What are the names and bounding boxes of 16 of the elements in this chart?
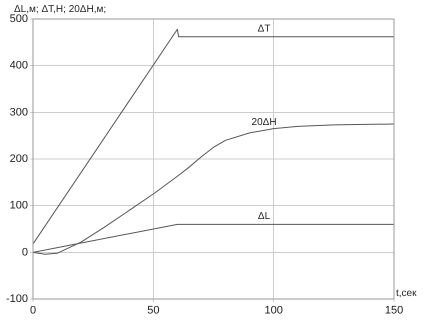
series-label: ΔL (258, 211, 271, 222)
y-tick-label: 500 (10, 13, 28, 26)
x-tick-label: 0 (30, 304, 36, 317)
y-tick-label: 100 (10, 200, 28, 212)
y-tick-label: -100 (6, 293, 28, 306)
y-tick-label: 0 (22, 246, 28, 258)
series-label: 20ΔН (252, 117, 277, 128)
series-label: ΔT (258, 23, 270, 34)
y-tick-label: 300 (10, 106, 28, 118)
x-tick-label: 100 (264, 304, 283, 317)
y-tick-label: 200 (10, 153, 28, 166)
y-axis-title: ΔL,м; ΔT,Н; 20ΔН,м; (14, 4, 106, 15)
x-tick-label: 150 (384, 304, 404, 317)
y-tick-label: 400 (10, 60, 28, 72)
x-axis-title: t,сек (396, 288, 418, 299)
x-tick-label: 50 (147, 304, 160, 317)
